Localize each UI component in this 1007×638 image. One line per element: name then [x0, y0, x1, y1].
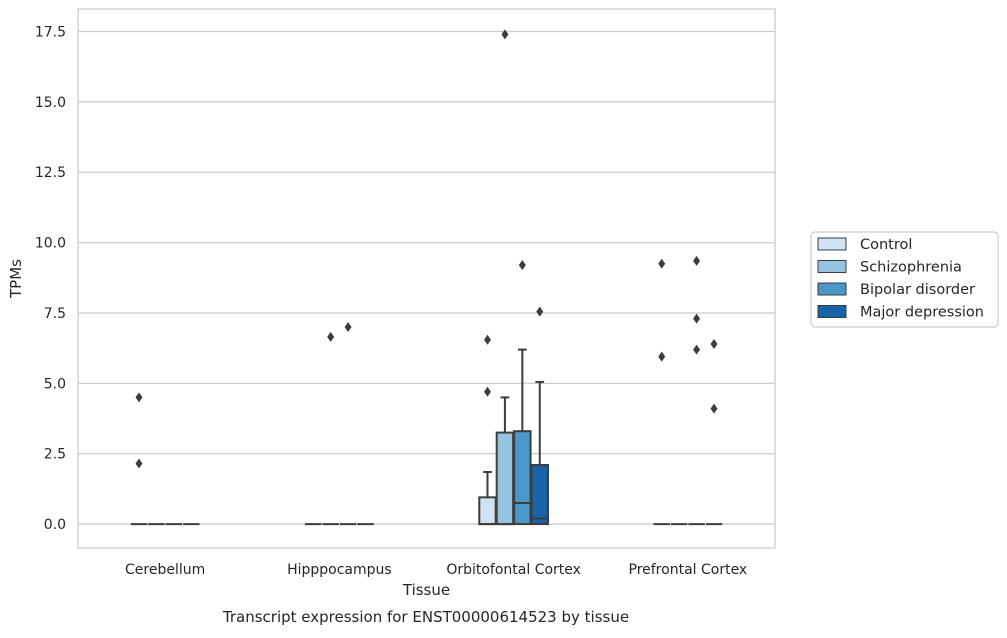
outlier-marker	[344, 322, 352, 333]
x-tick-label: Orbitofontal Cortex	[446, 562, 581, 578]
y-tick-label: 0.0	[44, 517, 66, 533]
outlier-marker	[483, 334, 491, 345]
x-tick-label: Hipppocampus	[287, 562, 392, 578]
outlier-marker	[693, 255, 701, 266]
outlier-marker	[658, 351, 666, 362]
outlier-marker	[518, 260, 526, 271]
y-tick-label: 12.5	[35, 165, 66, 181]
y-tick-label: 5.0	[44, 376, 66, 392]
legend-label: Schizophrenia	[860, 260, 962, 276]
outlier-marker	[693, 344, 701, 355]
outlier-marker	[693, 313, 701, 324]
y-axis-label: TPMs	[7, 259, 25, 299]
x-axis-label: Tissue	[402, 581, 450, 599]
outlier-marker	[135, 392, 143, 403]
box-group	[322, 331, 339, 526]
box	[513, 430, 532, 526]
y-tick-label: 15.0	[35, 95, 66, 111]
legend-label: Bipolar disorder	[860, 282, 975, 298]
outlier-marker	[536, 306, 544, 317]
outlier-marker	[710, 403, 718, 414]
box-group	[705, 338, 723, 526]
legend-frame	[810, 231, 999, 328]
outlier-marker	[710, 338, 718, 349]
outlier-marker	[135, 458, 143, 469]
box-series	[130, 29, 723, 526]
box-group	[688, 255, 705, 526]
box-group	[339, 322, 357, 526]
legend-swatch	[817, 305, 847, 318]
outlier-marker	[501, 29, 509, 40]
legend-label: Control	[860, 237, 912, 253]
box-group	[513, 260, 532, 526]
plot-frame	[77, 8, 776, 549]
legend-swatch	[817, 260, 847, 273]
box	[530, 463, 549, 526]
legend: Control Schizophrenia Bipolar disorder Majo…	[810, 231, 999, 328]
x-axis-ticks: Cerebellum Hipppocampus Orbitofontal Corte…	[125, 562, 747, 578]
y-axis-ticks: 0.0 2.5 5.0 7.5 10.0 12.5 15.0 17.5	[35, 25, 66, 534]
x-tick-label: Prefrontal Cortex	[629, 562, 748, 578]
box-group	[130, 392, 148, 526]
y-tick-label: 17.5	[35, 25, 66, 41]
y-tick-label: 7.5	[44, 306, 66, 322]
box	[478, 496, 497, 526]
box	[495, 431, 515, 526]
outlier-marker	[483, 386, 491, 397]
y-tick-label: 2.5	[44, 447, 66, 463]
box-group	[653, 258, 670, 526]
outlier-marker	[658, 258, 666, 269]
grid-lines	[78, 30, 775, 525]
chart-caption: Transcript expression for ENST0000061452…	[222, 608, 629, 626]
legend-label: Major depression	[860, 305, 984, 321]
y-tick-label: 10.0	[35, 236, 66, 252]
box-group	[478, 334, 497, 526]
x-tick-label: Cerebellum	[125, 562, 205, 578]
box-group	[530, 306, 549, 526]
legend-swatch	[817, 282, 847, 296]
outlier-marker	[327, 331, 335, 342]
box-group	[495, 29, 515, 526]
legend-swatch	[817, 237, 847, 251]
